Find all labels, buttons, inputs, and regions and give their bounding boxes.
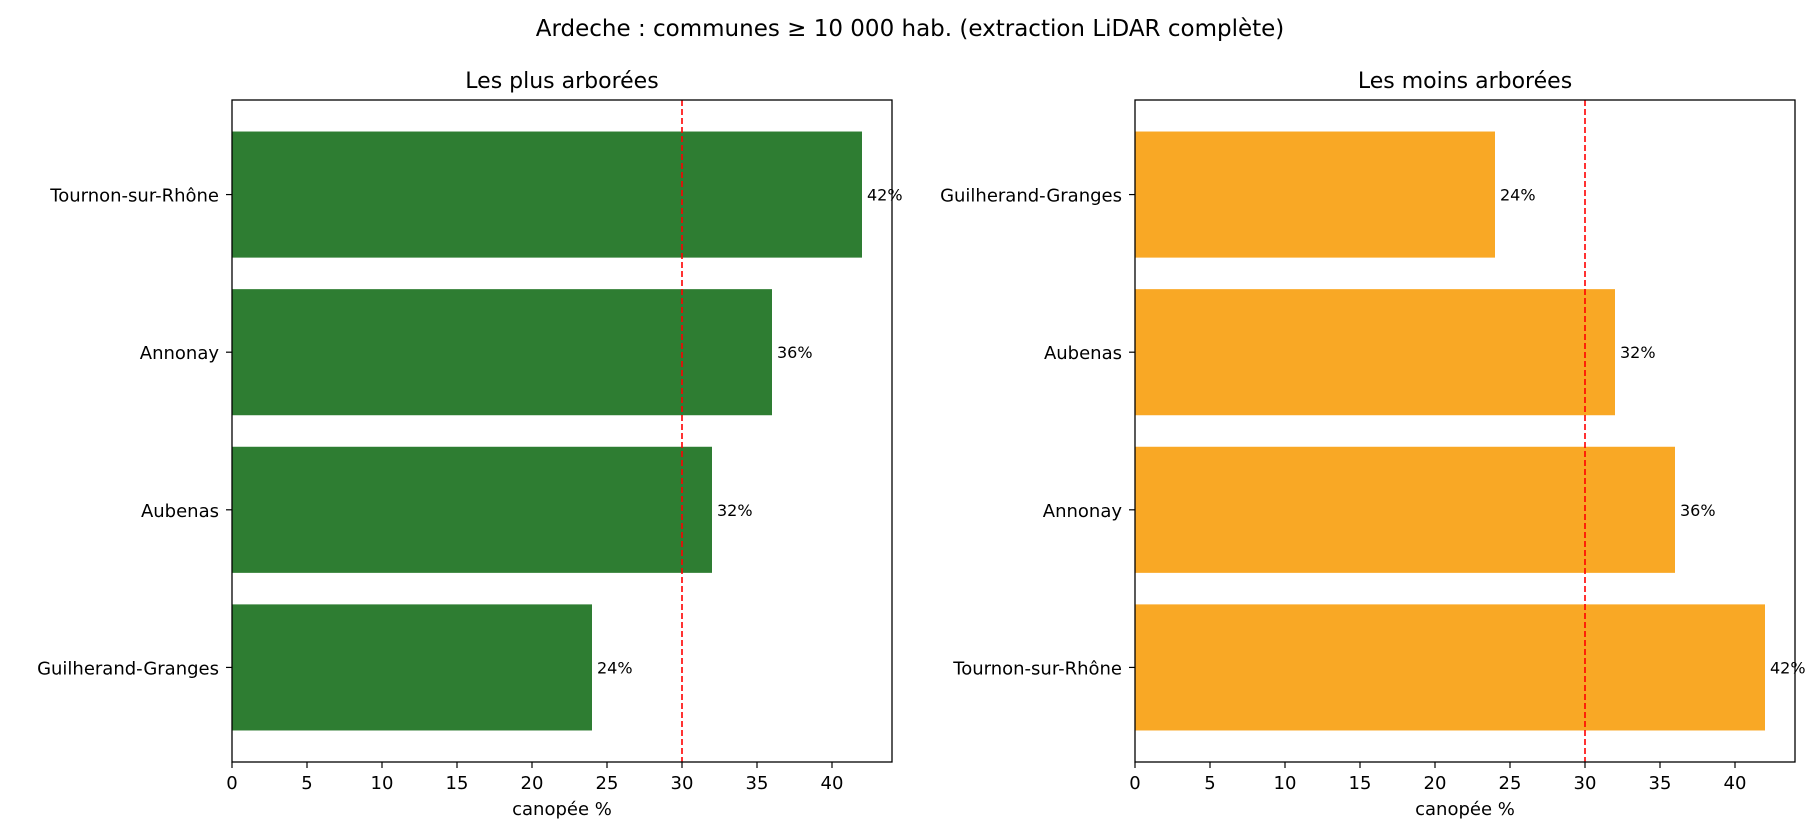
bar: [1135, 604, 1765, 731]
category-label: Tournon-sur-Rhône: [952, 658, 1122, 679]
x-axis-label: canopée %: [512, 799, 612, 820]
x-tick-label: 20: [1424, 773, 1447, 794]
x-tick-label: 10: [371, 773, 394, 794]
data-label: 24%: [1500, 186, 1536, 205]
data-label: 32%: [1620, 343, 1656, 362]
category-label: Guilherand-Granges: [37, 658, 219, 679]
chart-title: Les plus arborées: [465, 69, 658, 94]
category-label: Aubenas: [1044, 343, 1122, 364]
axes-frame: [231, 99, 893, 763]
bar: [1135, 131, 1495, 258]
x-tick-label: 0: [1129, 773, 1140, 794]
x-tick-label: 15: [1349, 773, 1372, 794]
category-label: Aubenas: [141, 501, 219, 522]
data-label: 36%: [1680, 501, 1716, 520]
x-tick-label: 30: [671, 773, 694, 794]
x-axis-label: canopée %: [1415, 799, 1515, 820]
x-tick-label: 0: [226, 773, 237, 794]
bar: [232, 289, 772, 416]
data-label: 42%: [867, 186, 903, 205]
x-tick-label: 35: [746, 773, 769, 794]
data-label: 32%: [717, 501, 753, 520]
axes-frame: [1134, 99, 1796, 763]
chart-panel-2: Guilherand-Granges 24% Aubenas 32% Annonay 36…: [940, 69, 1806, 820]
category-label: Annonay: [140, 343, 220, 364]
x-tick-label: 10: [1274, 773, 1297, 794]
x-tick-label: 25: [1499, 773, 1522, 794]
figure-title: Ardeche : communes ≥ 10 000 hab. (extrac…: [536, 16, 1285, 42]
data-label: 36%: [777, 343, 813, 362]
bar: [232, 446, 712, 573]
bar: [1135, 446, 1675, 573]
x-tick-label: 5: [1204, 773, 1215, 794]
bar: [232, 131, 862, 258]
bar: [232, 604, 592, 731]
category-label: Guilherand-Granges: [940, 186, 1122, 207]
x-tick-label: 40: [821, 773, 844, 794]
bar: [1135, 289, 1615, 416]
category-label: Tournon-sur-Rhône: [49, 186, 219, 207]
x-tick-label: 35: [1649, 773, 1672, 794]
chart-title: Les moins arborées: [1358, 69, 1572, 94]
x-tick-label: 40: [1724, 773, 1747, 794]
x-tick-label: 30: [1574, 773, 1597, 794]
data-label: 42%: [1770, 658, 1806, 677]
data-label: 24%: [597, 658, 633, 677]
category-label: Annonay: [1043, 501, 1123, 522]
x-tick-label: 25: [596, 773, 619, 794]
x-tick-label: 5: [301, 773, 312, 794]
x-tick-label: 15: [446, 773, 469, 794]
chart-panel-1: Tournon-sur-Rhône 42% Annonay 36% Aubenas 32%…: [37, 69, 903, 820]
x-tick-label: 20: [521, 773, 544, 794]
